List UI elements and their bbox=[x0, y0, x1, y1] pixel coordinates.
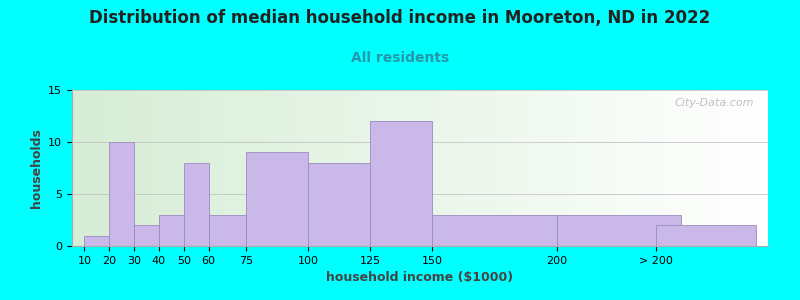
Bar bbox=[656, 225, 755, 246]
Text: City-Data.com: City-Data.com bbox=[674, 98, 754, 108]
Bar bbox=[184, 163, 209, 246]
Bar bbox=[159, 215, 184, 246]
Text: Distribution of median household income in Mooreton, ND in 2022: Distribution of median household income … bbox=[90, 9, 710, 27]
X-axis label: household income ($1000): household income ($1000) bbox=[326, 271, 514, 284]
Bar bbox=[85, 236, 110, 246]
Bar bbox=[134, 225, 159, 246]
Bar bbox=[433, 215, 557, 246]
Bar bbox=[557, 215, 681, 246]
Text: All residents: All residents bbox=[351, 51, 449, 65]
Bar bbox=[110, 142, 134, 246]
Bar bbox=[246, 152, 308, 246]
Bar bbox=[370, 121, 433, 246]
Bar bbox=[209, 215, 246, 246]
Bar bbox=[308, 163, 370, 246]
Y-axis label: households: households bbox=[30, 128, 42, 208]
